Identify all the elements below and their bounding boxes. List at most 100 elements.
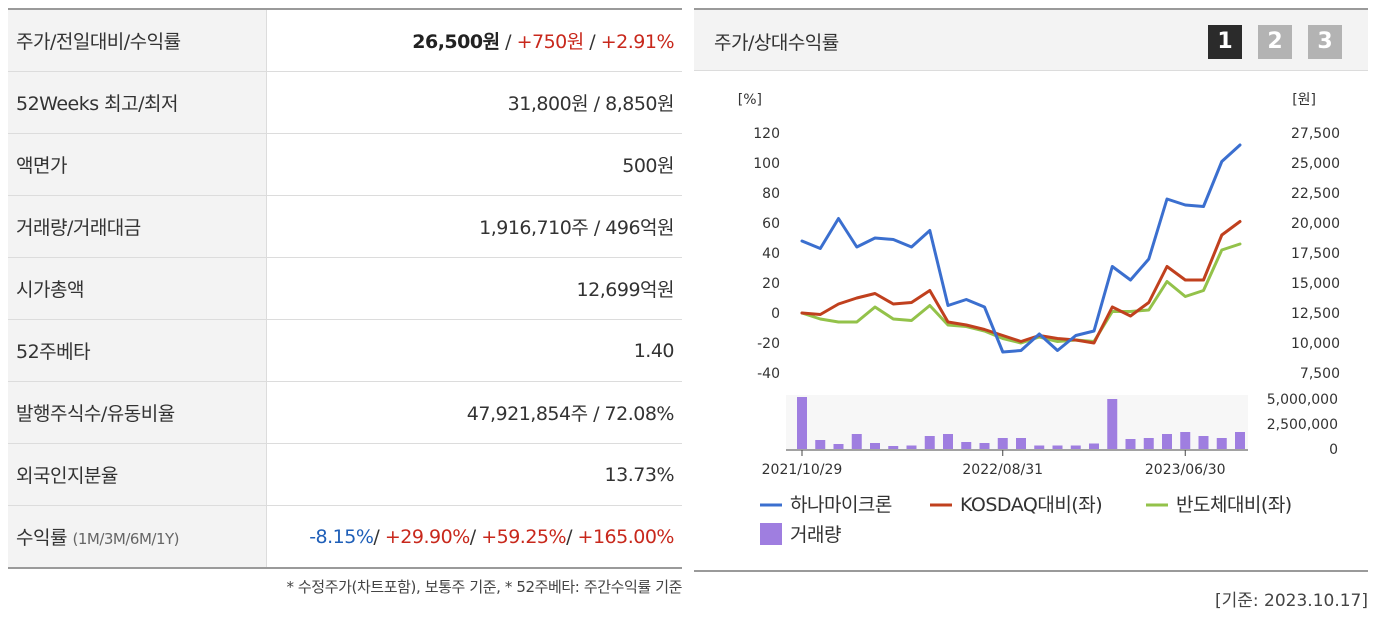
volume-bar — [1089, 443, 1099, 449]
volume-bar — [961, 442, 972, 449]
current-price: 26,500원 — [412, 31, 500, 53]
table-row: 52주베타 1.40 — [8, 319, 682, 382]
left-tick-label: -20 — [757, 336, 780, 352]
volume-bar — [1052, 445, 1063, 449]
volume-bar — [1034, 445, 1045, 449]
volume-bar — [1070, 445, 1081, 449]
separator: / — [469, 525, 482, 548]
x-tick-label: 2023/06/30 — [1145, 462, 1226, 478]
legend-label: KOSDAQ대비(좌) — [960, 494, 1102, 516]
legend-label: 반도체대비(좌) — [1176, 494, 1292, 516]
volume-bar — [870, 443, 880, 449]
price-value: 26,500원 / +750원 / +2.91% — [266, 9, 682, 72]
separator: / — [583, 31, 601, 53]
legend-label: 하나마이크론 — [790, 494, 892, 516]
row-label: 52Weeks 최고/최저 — [8, 71, 267, 134]
right-tick-label: 20,000 — [1291, 216, 1340, 232]
volume-tick-label: 2,500,000 — [1267, 417, 1338, 433]
volume-bar — [1216, 438, 1227, 449]
volume-bar — [888, 446, 899, 449]
legend-bar-swatch — [760, 523, 782, 545]
volume-bar — [924, 436, 935, 449]
x-tick-label: 2021/10/29 — [762, 462, 843, 478]
table-row: 액면가 500원 — [8, 133, 682, 196]
left-tick-label: 60 — [762, 216, 780, 232]
series-line-2 — [800, 242, 1242, 345]
right-tick-label: 12,500 — [1291, 306, 1340, 322]
volume-bar — [979, 443, 990, 449]
right-tick-label: 7,500 — [1300, 366, 1340, 382]
left-tick-label: 40 — [762, 246, 780, 262]
table-footnote: * 수정주가(차트포함), 보통주 기준, * 52주베타: 주간수익률 기준 — [286, 578, 682, 596]
price-change: +750원 — [516, 31, 585, 53]
separator: / — [373, 525, 385, 548]
table-row: 주가/전일대비/수익률 26,500원 / +750원 / +2.91% — [8, 9, 682, 72]
volume-bar — [906, 445, 917, 449]
separator: / — [499, 31, 517, 53]
right-tick-label: 22,500 — [1291, 186, 1340, 202]
row-value: 500원 — [266, 133, 682, 196]
left-tick-label: -40 — [757, 366, 780, 382]
volume-bar — [943, 434, 953, 449]
row-label: 수익률 (1M/3M/6M/1Y) — [8, 505, 267, 568]
row-value: 31,800원 / 8,850원 — [266, 71, 682, 134]
volume-bar — [1235, 432, 1245, 449]
return-1y: +165.00% — [577, 525, 675, 548]
row-label: 시가총액 — [8, 257, 267, 320]
volume-bar — [1107, 399, 1118, 449]
right-tick-label: 15,000 — [1291, 276, 1340, 292]
return-6m: +59.25% — [481, 525, 567, 548]
right-tick-label: 17,500 — [1291, 246, 1340, 262]
volume-tick-label: 5,000,000 — [1267, 392, 1338, 408]
left-tick-label: 20 — [762, 276, 780, 292]
left-axis-unit: [%] — [738, 92, 762, 108]
row-label: 거래량/거래대금 — [8, 195, 267, 258]
table-row: 외국인지분율 13.73% — [8, 443, 682, 506]
table-row: 발행주식수/유동비율 47,921,854주 / 72.08% — [8, 381, 682, 444]
panel-header: 주가/상대수익률 1 2 3 — [694, 10, 1368, 71]
table-row: 거래량/거래대금 1,916,710주 / 496억원 — [8, 195, 682, 258]
volume-bar — [815, 440, 826, 449]
volume-bar — [1125, 439, 1136, 449]
row-value: 12,699억원 — [266, 257, 682, 320]
table-row: 시가총액 12,699억원 — [8, 257, 682, 320]
volume-bar — [1162, 434, 1172, 449]
period-button-1[interactable]: 1 — [1208, 25, 1242, 59]
row-value: 1,916,710주 / 496억원 — [266, 195, 682, 258]
row-label: 발행주식수/유동비율 — [8, 381, 267, 444]
right-tick-label: 27,500 — [1291, 126, 1340, 142]
volume-bar — [1198, 436, 1209, 449]
returns-label: 수익률 — [16, 527, 67, 549]
left-tick-label: 80 — [762, 186, 780, 202]
volume-bar — [1143, 438, 1154, 449]
row-label: 액면가 — [8, 133, 267, 196]
volume-bar — [997, 438, 1008, 449]
separator: / — [566, 525, 578, 548]
base-date: [기준: 2023.10.17] — [1214, 591, 1368, 611]
return-1m: -8.15% — [309, 525, 374, 548]
right-axis-unit: [원] — [1292, 92, 1316, 108]
period-button-3[interactable]: 3 — [1308, 25, 1342, 59]
x-tick-label: 2022/08/31 — [962, 462, 1043, 478]
row-label: 외국인지분율 — [8, 443, 267, 506]
right-tick-label: 25,000 — [1291, 156, 1340, 172]
volume-bar — [833, 444, 844, 449]
left-tick-label: 100 — [753, 156, 780, 172]
row-value: 13.73% — [266, 443, 682, 506]
legend-label: 거래량 — [790, 524, 841, 546]
right-tick-label: 10,000 — [1291, 336, 1340, 352]
table-row: 52Weeks 최고/최저 31,800원 / 8,850원 — [8, 71, 682, 134]
series-line-0 — [800, 143, 1242, 354]
volume-bar — [797, 397, 807, 449]
price-change-rate: +2.91% — [600, 31, 675, 53]
left-tick-label: 0 — [771, 306, 780, 322]
table-row: 수익률 (1M/3M/6M/1Y) -8.15%/ +29.90%/ +59.2… — [8, 505, 683, 569]
returns-sublabel: (1M/3M/6M/1Y) — [72, 530, 180, 548]
returns-value: -8.15%/ +29.90%/ +59.25%/ +165.00% — [267, 506, 683, 569]
series-line-1 — [800, 220, 1242, 345]
period-button-2[interactable]: 2 — [1258, 25, 1292, 59]
row-label: 주가/전일대비/수익률 — [8, 9, 267, 72]
row-value: 1.40 — [266, 319, 682, 382]
relative-return-chart: [%] [원] 120 100 80 60 40 20 0 -20 -40 27,500 25,000 2… — [738, 92, 1340, 546]
row-value: 47,921,854주 / 72.08% — [266, 381, 682, 444]
